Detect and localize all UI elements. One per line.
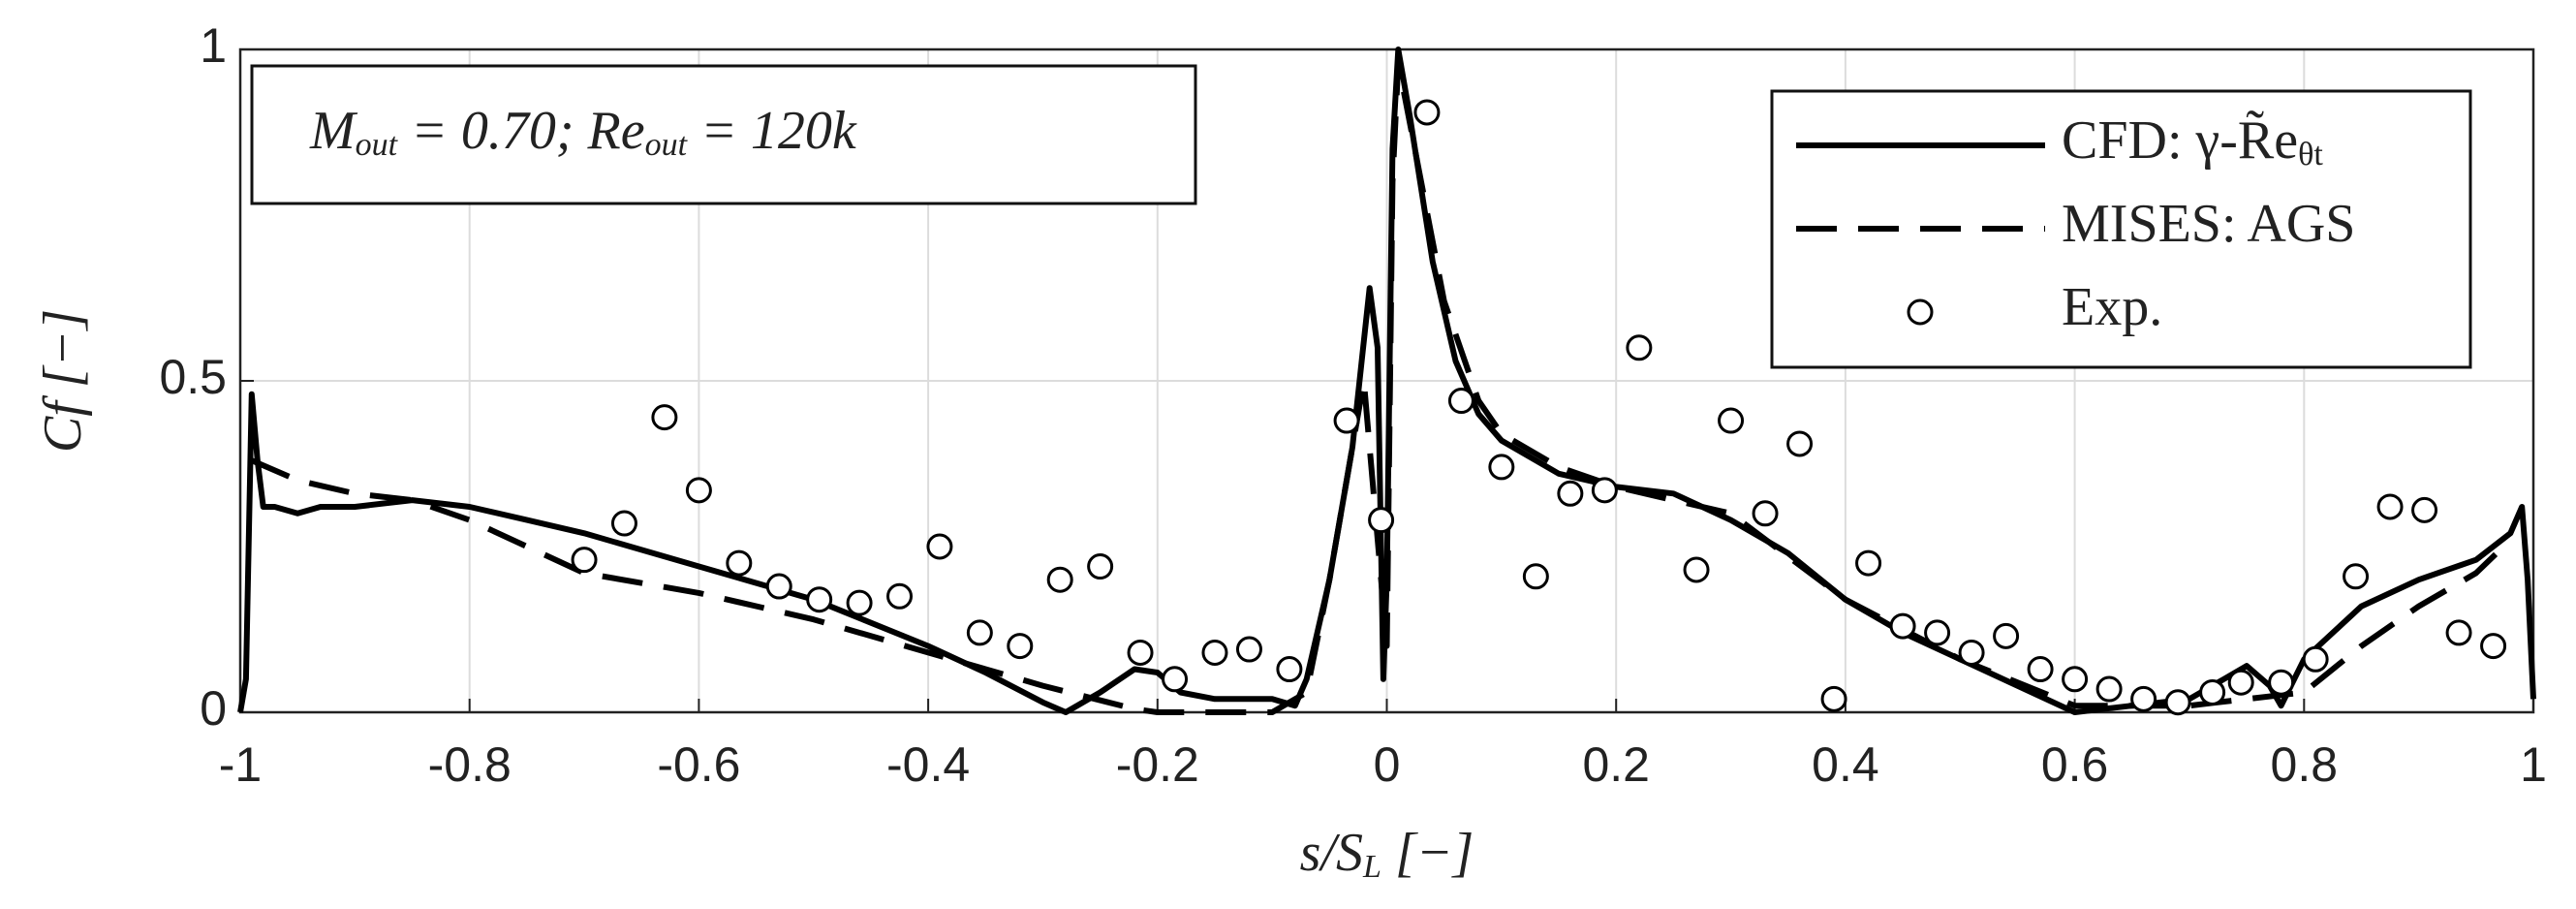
data-point xyxy=(2343,563,2370,590)
data-point xyxy=(846,589,873,616)
x-tick-label: 0.4 xyxy=(1812,737,1879,792)
data-point xyxy=(1820,685,1847,712)
text-part: Cf [−] xyxy=(33,309,93,453)
data-point xyxy=(1626,334,1653,361)
data-point xyxy=(2027,656,2054,683)
data-point xyxy=(1447,388,1474,415)
text-part: s/S xyxy=(1300,823,1363,883)
x-tick-label: -0.8 xyxy=(428,737,512,792)
data-point xyxy=(1007,633,1034,660)
legend-marker xyxy=(1907,298,1934,326)
text-part: MISES: AGS xyxy=(2062,194,2355,254)
data-point xyxy=(1087,553,1114,580)
data-point xyxy=(726,549,753,577)
legend-label: Exp. xyxy=(2062,277,2162,337)
text-part: = 0.70; xyxy=(397,101,587,161)
x-tick-label: -0.2 xyxy=(1116,737,1199,792)
text-part: Re xyxy=(587,101,645,161)
data-point xyxy=(2095,675,2123,703)
data-point xyxy=(806,586,833,613)
subscript: θt xyxy=(2298,137,2323,172)
data-point xyxy=(1683,556,1710,583)
annotation: Mout = 0.70; Reout = 120k xyxy=(309,101,857,163)
data-point xyxy=(886,582,914,610)
data-point xyxy=(1522,563,1549,590)
data-point xyxy=(1162,666,1189,693)
data-point xyxy=(926,533,953,560)
data-point xyxy=(2164,689,2191,716)
x-tick-label: 0 xyxy=(1374,737,1401,792)
data-point xyxy=(1718,407,1745,434)
subscript: out xyxy=(645,127,689,163)
y-tick-label: 0.5 xyxy=(159,350,227,404)
text-part: CFD: γ-R̃e xyxy=(2062,110,2298,171)
data-point xyxy=(1235,636,1262,663)
subscript: L xyxy=(1362,849,1381,885)
x-tick-label: -0.6 xyxy=(657,737,740,792)
data-point xyxy=(2445,619,2472,646)
data-point xyxy=(2268,669,2295,696)
data-point xyxy=(1413,99,1441,126)
text-part: M xyxy=(309,101,358,161)
data-point xyxy=(2411,496,2438,523)
legend-label: MISES: AGS xyxy=(2062,194,2355,254)
data-point xyxy=(1127,639,1154,666)
data-point xyxy=(1958,639,1985,666)
subscript: out xyxy=(356,127,399,163)
text-part: Exp. xyxy=(2062,277,2162,337)
data-point xyxy=(2130,685,2157,712)
data-point xyxy=(2227,669,2254,696)
annotation-box xyxy=(250,64,1197,205)
x-tick-label: 0.2 xyxy=(1582,737,1650,792)
data-point xyxy=(1276,656,1303,683)
data-point xyxy=(1333,407,1360,434)
data-point xyxy=(1855,549,1882,577)
y-tick-label: 0 xyxy=(200,681,227,736)
data-point xyxy=(2480,633,2507,660)
data-point xyxy=(966,619,993,646)
data-point xyxy=(651,404,678,431)
x-tick-label: 0.8 xyxy=(2271,737,2339,792)
x-tick-label: -1 xyxy=(219,737,262,792)
data-point xyxy=(1993,622,2020,649)
x-tick-label: -0.4 xyxy=(886,737,970,792)
x-tick-label: 1 xyxy=(2520,737,2547,792)
data-point xyxy=(1786,430,1814,457)
y-axis-label: Cf [−] xyxy=(33,309,93,453)
data-point xyxy=(1752,500,1779,527)
text-part: [−] xyxy=(1381,823,1474,883)
x-tick-label: 0.6 xyxy=(2041,737,2109,792)
data-point xyxy=(1046,566,1073,593)
data-point xyxy=(1488,454,1515,481)
data-point xyxy=(2376,493,2404,520)
data-point xyxy=(2062,666,2089,693)
data-point xyxy=(610,510,637,537)
data-point xyxy=(571,547,598,574)
data-point xyxy=(1924,619,1951,646)
legend-label: CFD: γ-R̃eθt xyxy=(2062,110,2323,172)
data-point xyxy=(1201,639,1228,666)
data-point xyxy=(685,477,712,504)
data-point xyxy=(1368,507,1395,534)
text-part: = 120k xyxy=(687,101,857,161)
data-point xyxy=(1591,477,1618,504)
x-axis-label: s/SL [−] xyxy=(1300,823,1474,885)
data-point xyxy=(2302,645,2329,673)
data-point xyxy=(1557,480,1584,507)
axes-frame xyxy=(238,47,2535,714)
data-point xyxy=(1889,612,1916,640)
data-point xyxy=(2199,678,2226,705)
data-point xyxy=(765,573,792,600)
y-tick-label: 1 xyxy=(200,18,227,73)
